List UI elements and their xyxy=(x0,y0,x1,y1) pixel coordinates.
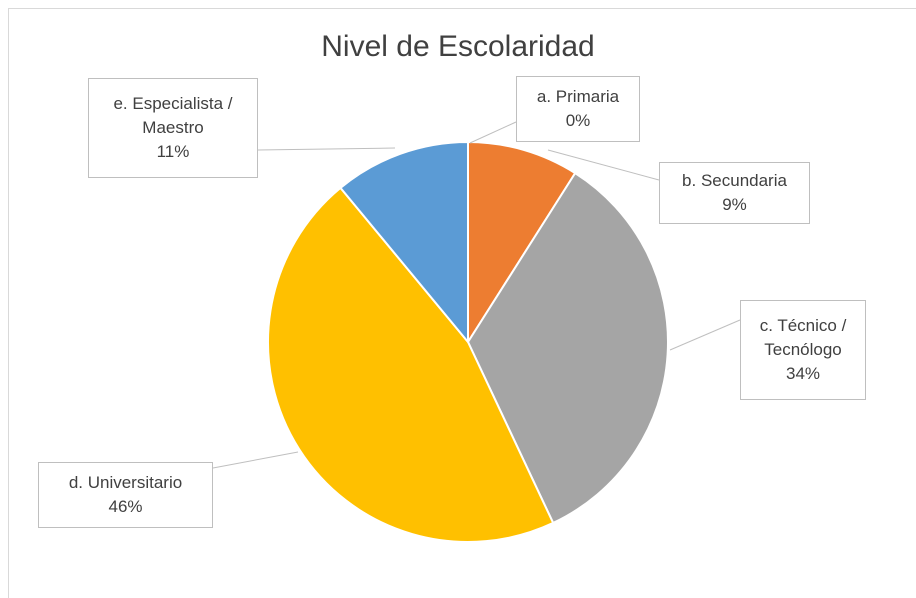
label-category: a. Primaria xyxy=(536,87,620,106)
chart-title: Nivel de Escolaridad xyxy=(321,30,595,63)
label-value: 46% xyxy=(108,497,143,516)
chart-frame xyxy=(8,8,916,598)
leader-line xyxy=(547,149,660,181)
pie-slice xyxy=(267,186,555,543)
data-label: d. Universitario 46% xyxy=(38,462,213,528)
label-value: 34% xyxy=(785,364,821,383)
leader-line xyxy=(469,121,517,144)
pie-slice xyxy=(339,140,469,345)
label-value: 9% xyxy=(722,195,747,214)
label-category: b. Secundaria xyxy=(682,171,787,190)
label-category: c. Técnico / Tecnólogo xyxy=(759,316,847,359)
label-value: 0% xyxy=(565,111,591,130)
data-label: c. Técnico / Tecnólogo 34% xyxy=(740,300,866,400)
leader-line xyxy=(257,147,396,151)
label-value: 11% xyxy=(156,142,190,161)
data-label: e. Especialista / Maestro 11% xyxy=(88,78,258,178)
pie-slice xyxy=(466,171,669,525)
label-category: e. Especialista / Maestro xyxy=(113,94,233,137)
leader-line xyxy=(669,319,741,351)
data-label: b. Secundaria 9% xyxy=(659,162,810,224)
data-label: a. Primaria 0% xyxy=(516,76,640,142)
label-category: d. Universitario xyxy=(68,473,183,492)
leader-line xyxy=(212,451,299,469)
